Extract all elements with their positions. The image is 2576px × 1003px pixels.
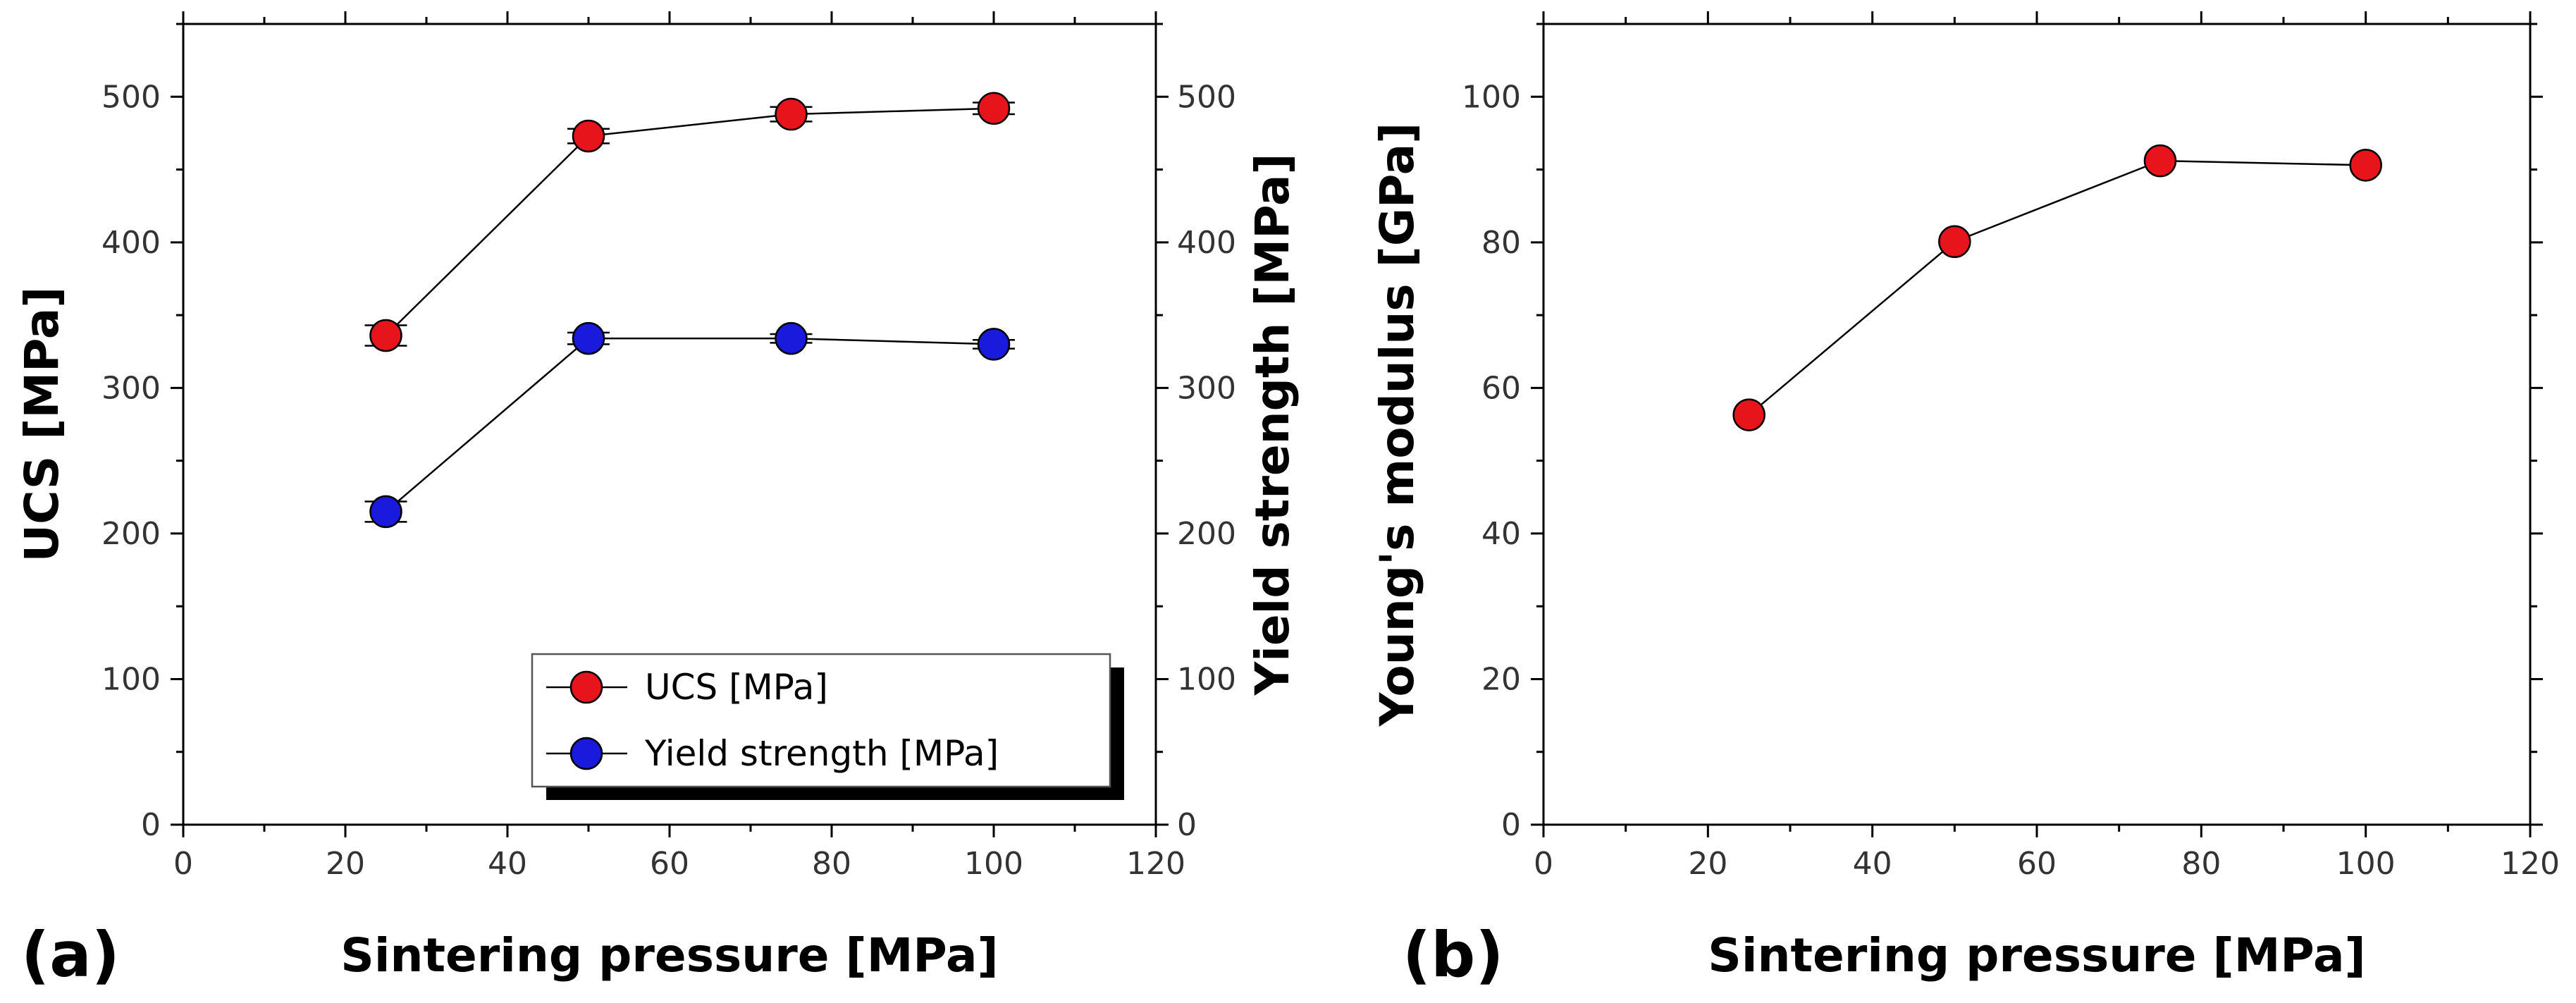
panel-b-y-tick-label: 0 [1501,807,1521,843]
panel-b-y-tick-label: 20 [1481,661,1521,697]
panel-a-x-tick-label: 0 [173,846,193,882]
panel-a-y2-tick-label: 300 [1177,370,1236,406]
panel-a-y-tick-label: 200 [101,516,161,552]
panel-b-data-point [2143,144,2177,178]
panel-a-y-tick-label: 500 [101,79,161,115]
legend-box [531,653,1111,788]
panel-a-data-point [572,321,605,355]
panel-a-x-tick-label: 40 [488,846,527,882]
panel-b-series-line-0 [1748,159,2366,416]
panel-a-x-tick-label: 80 [812,846,851,882]
panel-b-y-tick-label: 60 [1481,370,1521,406]
panel-a-y-tick-label: 0 [141,807,161,843]
panel-b-x-tick-label: 60 [2017,846,2057,882]
panel-b-ticks: 0 20 40 60 80 100 120 0 20 40 60 80 100 [1462,11,2560,882]
panel-a-y-tick-label: 100 [101,661,161,697]
panel-a-label: (a) [21,918,120,991]
panel-b-x-axis-title: Sintering pressure [MPa] [1708,928,2365,983]
panel-b-data-point [1732,398,1765,431]
panel-a-x-axis-title: Sintering pressure [MPa] [340,928,998,983]
panel-a-y2-tick-label: 400 [1177,225,1236,261]
panel-a-y2-tick-label: 500 [1177,79,1236,115]
panel-b-plot-frame [1542,23,2532,826]
panel-b-series [1732,144,2382,431]
panel-a-series-line-0 [385,107,994,336]
panel-b-x-tick-label: 120 [2501,846,2560,882]
panel-b-x-tick-label: 40 [1853,846,1892,882]
panel-a-data-point [775,97,808,131]
panel-a-data-point [977,92,1011,125]
panel-a-legend: UCS [MPa] Yield strength [MPa] [531,653,1124,800]
panel-a-data-point [775,321,808,355]
panel-b-label: (b) [1403,918,1503,991]
legend-yield-label: Yield strength [MPa] [644,733,999,774]
panel-b-x-tick-label: 80 [2181,846,2221,882]
panel-a-y-axis-title: UCS [MPa] [15,287,69,562]
panel-a-data-point [977,328,1011,361]
panel-a-series-line-1 [385,337,994,512]
panel-b-data-point [1938,225,1971,259]
legend-yield-marker [569,737,603,770]
panel-b-x-tick-label: 0 [1534,846,1553,882]
panel-a-x-tick-label: 20 [326,846,365,882]
panel-b-x-tick-label: 20 [1688,846,1727,882]
panel-a-x-tick-label: 120 [1126,846,1185,882]
panel-b-chart: 0 20 40 60 80 100 120 0 20 40 60 80 100 Young's modu… [1370,11,2560,991]
panel-a-y2-axis-title: Yield strength [MPa] [1245,153,1300,696]
panel-a-ticks: 0 20 40 60 80 100 1200100200300400500010020030… [101,11,1236,882]
legend-ucs-marker [569,670,603,704]
panel-a-y-tick-label: 300 [101,370,161,406]
panel-a-y2-tick-label: 100 [1177,661,1236,697]
panel-a-x-tick-label: 100 [964,846,1023,882]
panel-b-y-tick-label: 40 [1481,516,1521,552]
panel-b-y-tick-label: 80 [1481,225,1521,261]
panel-a-chart: 0 20 40 60 80 100 1200100200300400500010020030… [15,11,1300,991]
panel-a-y2-tick-label: 200 [1177,516,1236,552]
panel-a-data-point [572,119,605,153]
panel-a-data-point [369,319,402,352]
legend-ucs-label: UCS [MPa] [645,667,828,708]
panel-b-y-tick-label: 100 [1462,79,1521,115]
panel-a-y2-tick-label: 0 [1177,807,1197,843]
panel-b-x-tick-label: 100 [2336,846,2396,882]
panel-a-y-tick-label: 400 [101,225,161,261]
panel-a-series [364,92,1015,529]
panel-a-data-point [369,495,402,529]
panel-b-y-axis-title: Young's modulus [GPa] [1370,123,1424,727]
panel-a-x-tick-label: 60 [650,846,689,882]
panel-b-data-point [2349,149,2382,182]
